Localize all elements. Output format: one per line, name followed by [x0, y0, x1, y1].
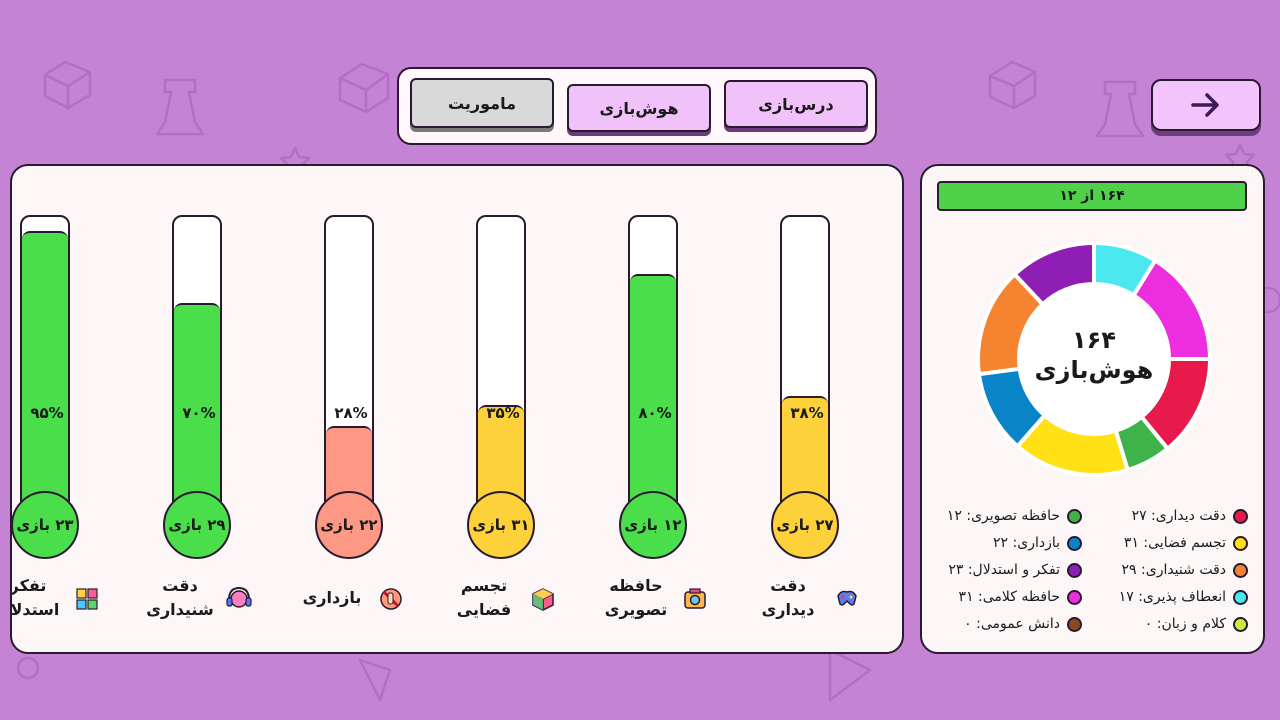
skill-name: حافظه تصویری [604, 576, 668, 619]
donut-total: ۱۶۴ [1072, 326, 1116, 354]
skill-bar-track: ۷۰% [172, 215, 222, 511]
skill-bar-track: ۹۵% [20, 215, 70, 511]
legend-item: بازداری: ۲۲ [993, 535, 1082, 551]
legend-label: بازداری: ۲۲ [993, 535, 1060, 551]
tab-mission[interactable]: ماموریت [410, 78, 554, 128]
skill-bar-fill [630, 274, 676, 509]
skills-donut-chart [976, 240, 1213, 477]
games-progress-bar: ۱۶۴ از ۱۲ [937, 181, 1247, 211]
legend-label: حافظه تصویری: ۱۲ [946, 508, 1060, 524]
legend-color-dot [1233, 589, 1248, 605]
legend-color-dot [1067, 535, 1082, 551]
photo-album-icon [684, 588, 706, 609]
skills-panel: ۳۸% ۲۷ بازی دقت دیداری ۸۰% ۱۲ بازی حافظه تصویری… [10, 164, 904, 654]
legend-color-dot [1067, 508, 1082, 524]
skill-name: بازداری [302, 588, 362, 607]
tab-hoosh-bazi[interactable]: هوش‌بازی [567, 84, 711, 132]
skill-percent: ۸۰% [638, 404, 672, 422]
skill-column: ۳۵% ۳۱ بازی تجسم فضایی [457, 166, 634, 652]
legend-color-dot [1067, 562, 1082, 578]
skill-bar-track: ۲۸% [324, 215, 374, 511]
legend-item: حافظه تصویری: ۱۲ [947, 508, 1082, 524]
legend-item: دقت دیداری: ۲۷ [1132, 508, 1248, 524]
skill-column: ۸۰% ۱۲ بازی حافظه تصویری [605, 166, 786, 652]
legend-label: حافظه کلامی: ۳۱ [958, 589, 1060, 605]
donut-center: ۱۶۴ هوش‌بازی [974, 326, 1214, 384]
legend-label: دقت شنیداری: ۲۹ [1121, 562, 1226, 578]
no-touch-icon [380, 588, 402, 610]
skill-games-badge: ۲۹ بازی [163, 491, 231, 559]
skill-percent: ۳۸% [790, 404, 824, 422]
chess-rook-icon [155, 78, 205, 136]
legend-item: کلام و زبان: ۰ [1145, 616, 1248, 632]
skill-percent: ۷۰% [182, 404, 216, 422]
skill-column: ۳۸% ۲۷ بازی دقت دیداری [762, 166, 902, 652]
legend-label: تجسم فضایی: ۳۱ [1123, 535, 1226, 551]
legend-color-dot [1233, 616, 1248, 632]
legend-item: انعطاف پذیری: ۱۷ [1119, 589, 1248, 605]
legend-color-dot [1067, 616, 1082, 632]
dice-icon [43, 60, 92, 110]
skill-bar-track: ۳۸% [780, 215, 830, 511]
legend-item: تجسم فضایی: ۳۱ [1124, 535, 1248, 551]
skill-bar-fill [22, 230, 68, 509]
skill-name: دقت دیداری [761, 576, 815, 619]
skill-column: ۲۸% ۲۲ بازی بازداری [303, 166, 482, 652]
skill-games-badge: ۱۲ بازی [619, 491, 687, 559]
legend-item: حافظه کلامی: ۳۱ [959, 589, 1082, 605]
skill-games-badge: ۲۲ بازی [315, 491, 383, 559]
legend-item: دقت شنیداری: ۲۹ [1122, 562, 1248, 578]
puzzle-icon [76, 588, 98, 610]
progress-text: ۱۶۴ از ۱۲ [1059, 188, 1125, 204]
skill-percent: ۳۵% [486, 404, 520, 422]
skill-bar-fill [782, 396, 828, 509]
skill-bar-track: ۸۰% [628, 215, 678, 511]
skill-games-badge: ۲۷ بازی [771, 491, 839, 559]
back-button[interactable] [1151, 79, 1261, 131]
skill-column: ۷۰% ۲۹ بازی دقت شنیداری [146, 166, 330, 652]
skill-bar-fill [174, 303, 220, 509]
controller-icon [837, 590, 857, 606]
tab-bar: درس‌بازی هوش‌بازی ماموریت [397, 67, 877, 145]
skill-name: دقت شنیداری [146, 576, 214, 619]
legend-item: تفکر و استدلال: ۲۳ [948, 562, 1082, 578]
skill-name: تفکراستدلال [10, 576, 60, 619]
legend-color-dot [1233, 508, 1248, 524]
rubik-cube-icon [532, 588, 554, 611]
legend-color-dot [1067, 589, 1082, 605]
brain-headphones-icon [226, 586, 252, 608]
skill-bar-track: ۳۵% [476, 215, 526, 511]
legend-label: تفکر و استدلال: ۲۳ [948, 562, 1060, 578]
arrow-right-icon [1191, 93, 1219, 117]
legend-label: دقت دیداری: ۲۷ [1131, 508, 1226, 524]
legend-label: انعطاف پذیری: ۱۷ [1118, 589, 1226, 605]
skill-games-badge: ۲۳ بازی [12, 491, 79, 559]
legend-label: دانش عمومی: ۰ [964, 616, 1060, 632]
skill-games-badge: ۳۱ بازی [467, 491, 535, 559]
skill-percent: ۲۸% [334, 404, 368, 422]
legend-color-dot [1233, 535, 1248, 551]
summary-panel: ۱۶۴ از ۱۲ ۱۶۴ هوش‌بازی دقت دیداری: ۲۷ حاف… [920, 164, 1265, 654]
legend-color-dot [1233, 562, 1248, 578]
donut-segment [1011, 240, 1096, 308]
donut-label: هوش‌بازی [1034, 356, 1154, 384]
legend-item: دانش عمومی: ۰ [964, 616, 1082, 632]
tab-dars-bazi[interactable]: درس‌بازی [724, 80, 868, 128]
skill-percent: ۹۵% [30, 404, 64, 422]
skill-name: تجسم فضایی [456, 576, 512, 619]
legend-label: کلام و زبان: ۰ [1144, 616, 1226, 632]
skill-column: ۹۵% ۲۳ بازی تفکراستدلال [12, 166, 178, 652]
donut-hole [1021, 286, 1167, 432]
